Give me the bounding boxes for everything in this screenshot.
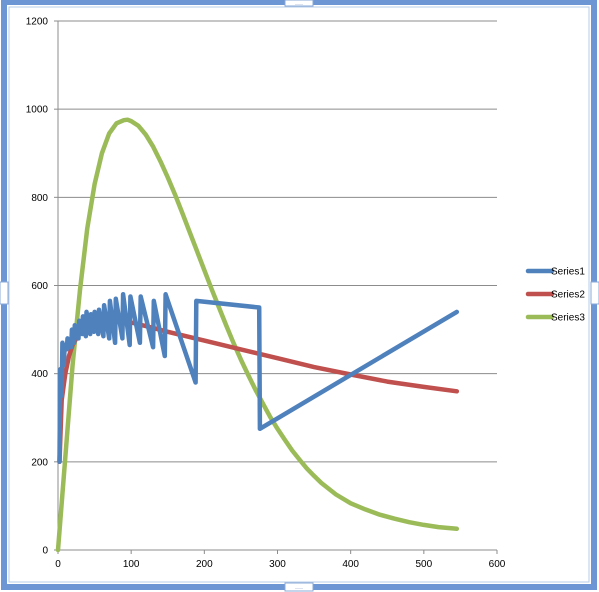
- y-tick-label: 1200: [26, 17, 49, 28]
- legend-label: Series2: [551, 290, 585, 301]
- gridlines: [58, 20, 497, 463]
- y-tick-label: 400: [31, 369, 48, 380]
- y-tick-label: 200: [31, 457, 48, 468]
- legend-item-series2[interactable]: Series2: [525, 290, 585, 301]
- x-tick-label: 200: [196, 559, 213, 570]
- x-tick-label: 500: [415, 559, 432, 570]
- x-tick-label: 600: [489, 559, 506, 570]
- resize-handle-bottom[interactable]: ····: [284, 582, 314, 592]
- series-lines: [55, 117, 460, 553]
- x-tick-label: 0: [55, 559, 61, 570]
- resize-handle-right[interactable]: [590, 281, 599, 305]
- chart-area: [8, 6, 590, 583]
- svg-text:····: ····: [295, 586, 303, 592]
- series-line-series3: [55, 117, 460, 553]
- series-line-series1: [57, 292, 460, 465]
- x-tick-label: 400: [342, 559, 359, 570]
- legend-label: Series3: [551, 313, 585, 324]
- legend[interactable]: Series1 Series2 Series3: [525, 267, 585, 324]
- x-tick-label: 300: [269, 559, 286, 570]
- y-tick-label: 1000: [26, 105, 49, 116]
- y-tick-label: 0: [42, 546, 48, 557]
- legend-item-series3[interactable]: Series3: [525, 313, 585, 324]
- svg-text:····: ····: [295, 2, 303, 8]
- x-tick-labels: 0 100 200 300 400 500 600: [55, 559, 506, 570]
- x-tick-label: 100: [123, 559, 140, 570]
- legend-label: Series1: [551, 267, 585, 278]
- y-tick-labels: 0 200 400 600 800 1000 1200: [26, 17, 49, 557]
- resize-handle-top[interactable]: ····: [284, 0, 314, 8]
- legend-item-series1[interactable]: Series1: [525, 267, 585, 278]
- y-tick-label: 800: [31, 193, 48, 204]
- resize-handle-left[interactable]: [0, 281, 9, 305]
- y-tick-label: 600: [31, 281, 48, 292]
